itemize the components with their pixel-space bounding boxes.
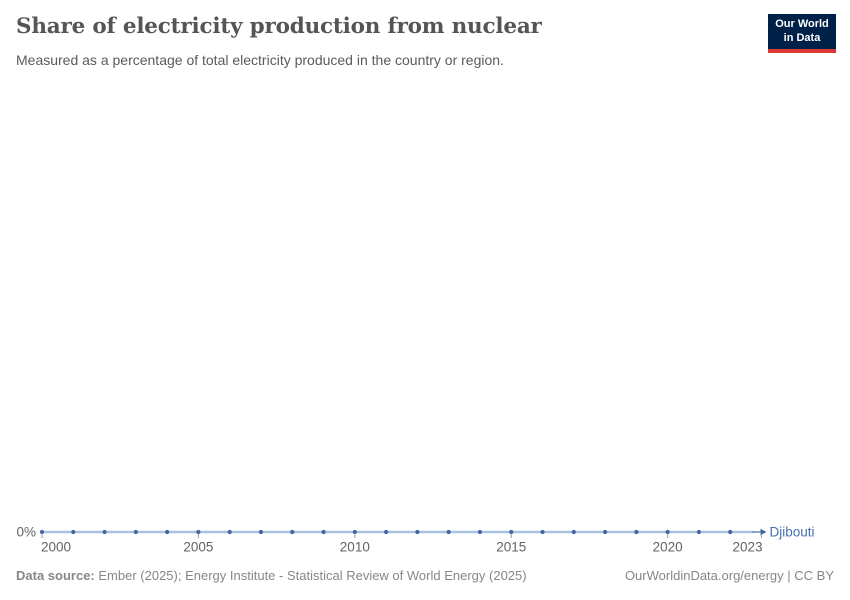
- data-point[interactable]: [133, 529, 138, 535]
- x-tick-label: 2010: [340, 540, 370, 555]
- data-point[interactable]: [446, 529, 451, 535]
- data-point[interactable]: [290, 529, 295, 535]
- data-point[interactable]: [415, 529, 420, 535]
- page-title: Share of electricity production from nuc…: [16, 14, 542, 39]
- data-point[interactable]: [728, 529, 733, 535]
- data-source-label: Data source:: [16, 568, 95, 583]
- data-point[interactable]: [665, 529, 670, 535]
- series-label: Djibouti: [770, 525, 815, 540]
- x-tick-label: 2023: [732, 540, 762, 555]
- y-axis-zero-label: 0%: [16, 525, 36, 540]
- data-point[interactable]: [384, 529, 389, 535]
- owid-logo-line1: Our World: [775, 18, 829, 30]
- owid-logo-line2: in Data: [783, 31, 821, 44]
- data-point[interactable]: [102, 529, 107, 535]
- data-point[interactable]: [696, 529, 702, 535]
- data-point[interactable]: [571, 529, 576, 535]
- owid-logo: Our World in Data: [768, 14, 836, 53]
- data-point[interactable]: [71, 529, 76, 535]
- x-tick-label: 2020: [653, 540, 683, 555]
- data-point[interactable]: [227, 529, 232, 535]
- data-point[interactable]: [509, 529, 514, 535]
- data-point[interactable]: [321, 529, 326, 535]
- owid-cc-link[interactable]: OurWorldinData.org/energy | CC BY: [624, 568, 834, 583]
- data-point[interactable]: [165, 529, 170, 535]
- data-point[interactable]: [634, 529, 639, 535]
- x-tick-label: 2005: [183, 540, 213, 555]
- data-source-text: Ember (2025); Energy Institute - Statist…: [98, 568, 527, 583]
- data-point[interactable]: [39, 529, 45, 535]
- data-point[interactable]: [602, 529, 608, 535]
- x-tick-label: 2000: [41, 540, 71, 555]
- chart-footer: Data source: Ember (2025); Energy Instit…: [16, 568, 834, 583]
- data-point[interactable]: [540, 529, 545, 535]
- x-tick-label: 2015: [496, 540, 526, 555]
- data-point[interactable]: [196, 529, 201, 535]
- data-source: Data source: Ember (2025); Energy Instit…: [16, 568, 527, 583]
- data-point[interactable]: [352, 529, 357, 535]
- data-point[interactable]: [258, 529, 264, 535]
- chart-subtitle: Measured as a percentage of total electr…: [16, 52, 504, 68]
- data-point[interactable]: [477, 529, 483, 535]
